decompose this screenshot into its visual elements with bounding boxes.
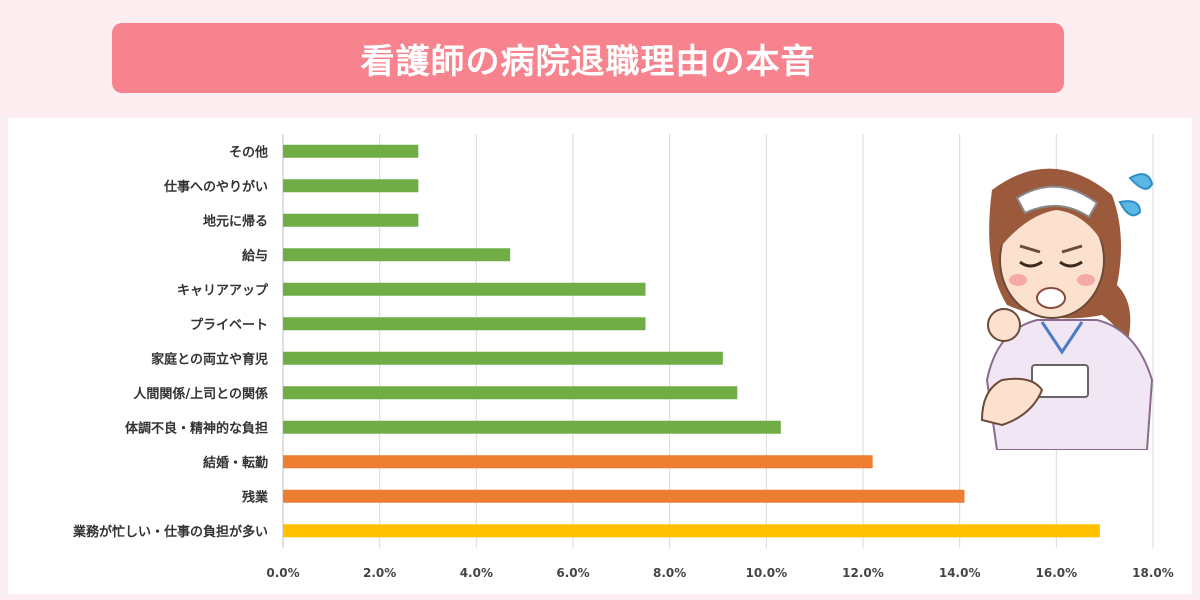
category-label: 体調不良・精神的な負担	[125, 420, 268, 436]
x-tick-label: 18.0%	[1132, 566, 1174, 580]
x-tick-label: 2.0%	[363, 566, 396, 580]
bar	[283, 351, 723, 365]
category-label: 給与	[242, 248, 268, 264]
x-tick-label: 8.0%	[653, 566, 686, 580]
category-label: キャリアアップ	[177, 283, 269, 298]
x-tick-label: 14.0%	[939, 566, 981, 580]
x-tick-label: 0.0%	[266, 566, 299, 580]
bar	[283, 144, 419, 158]
bar	[283, 386, 738, 400]
category-label: 残業	[242, 489, 269, 505]
category-label: 人間関係/上司との関係	[133, 386, 268, 402]
title-banner: 看護師の病院退職理由の本音	[112, 23, 1064, 93]
category-label: 結婚・転勤	[203, 455, 268, 471]
category-label: 家庭との両立や育児	[151, 351, 268, 367]
category-label: プライベート	[190, 318, 268, 333]
bar-chart: 0.0% 2.0% 4.0% 6.0% 8.0% 10.0% 12.0% 14.0% 16.0%…	[72, 134, 1174, 580]
x-tick-label: 10.0%	[746, 566, 788, 580]
x-tick-label: 4.0%	[460, 566, 493, 580]
bar	[283, 213, 419, 227]
worried-nurse-icon	[980, 168, 1154, 450]
chart-title: 看護師の病院退職理由の本音	[360, 41, 816, 82]
x-tick-label: 6.0%	[556, 566, 589, 580]
bar	[283, 179, 419, 193]
category-label: その他	[229, 144, 268, 160]
x-tick-label: 12.0%	[842, 566, 884, 580]
x-tick-label: 16.0%	[1036, 566, 1078, 580]
category-label: 地元に帰る	[203, 213, 268, 229]
bar	[283, 248, 511, 262]
bar	[283, 282, 646, 296]
bar	[283, 524, 1100, 538]
bar	[283, 455, 873, 469]
bar	[283, 489, 965, 503]
bar	[283, 420, 781, 434]
category-label: 仕事へのやりがい	[163, 179, 268, 195]
category-label: 業務が忙しい・仕事の負担が多い	[72, 524, 268, 540]
bar	[283, 317, 646, 331]
